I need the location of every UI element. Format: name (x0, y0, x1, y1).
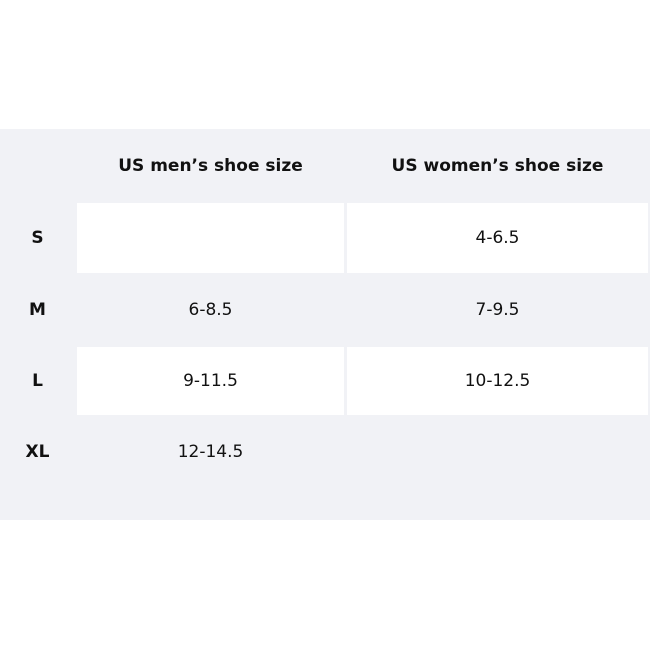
size-label: S (31, 228, 44, 248)
men-size: 12-14.5 (177, 442, 244, 462)
women-size: 7-9.5 (475, 300, 520, 320)
table-row: M 6-8.5 7-9.5 (0, 273, 650, 347)
women-size: 10-12.5 (347, 347, 648, 415)
header-women: US women’s shoe size (391, 156, 604, 176)
women-size: 4-6.5 (347, 203, 648, 273)
table-row: L 9-11.5 10-12.5 (0, 347, 650, 415)
men-size: 9-11.5 (77, 347, 344, 415)
women-size (347, 415, 648, 489)
header-size (0, 129, 75, 203)
size-label: M (29, 300, 46, 320)
size-chart-table: US men’s shoe size US women’s shoe size … (0, 129, 650, 520)
size-label: L (32, 371, 43, 391)
size-label: XL (25, 442, 50, 462)
men-size: 6-8.5 (188, 300, 233, 320)
table-row: XL 12-14.5 (0, 415, 650, 489)
table-row: S 4-6.5 (0, 203, 650, 273)
header-men: US men’s shoe size (118, 156, 303, 176)
men-size (77, 203, 344, 273)
header-row: US men’s shoe size US women’s shoe size (0, 129, 650, 203)
